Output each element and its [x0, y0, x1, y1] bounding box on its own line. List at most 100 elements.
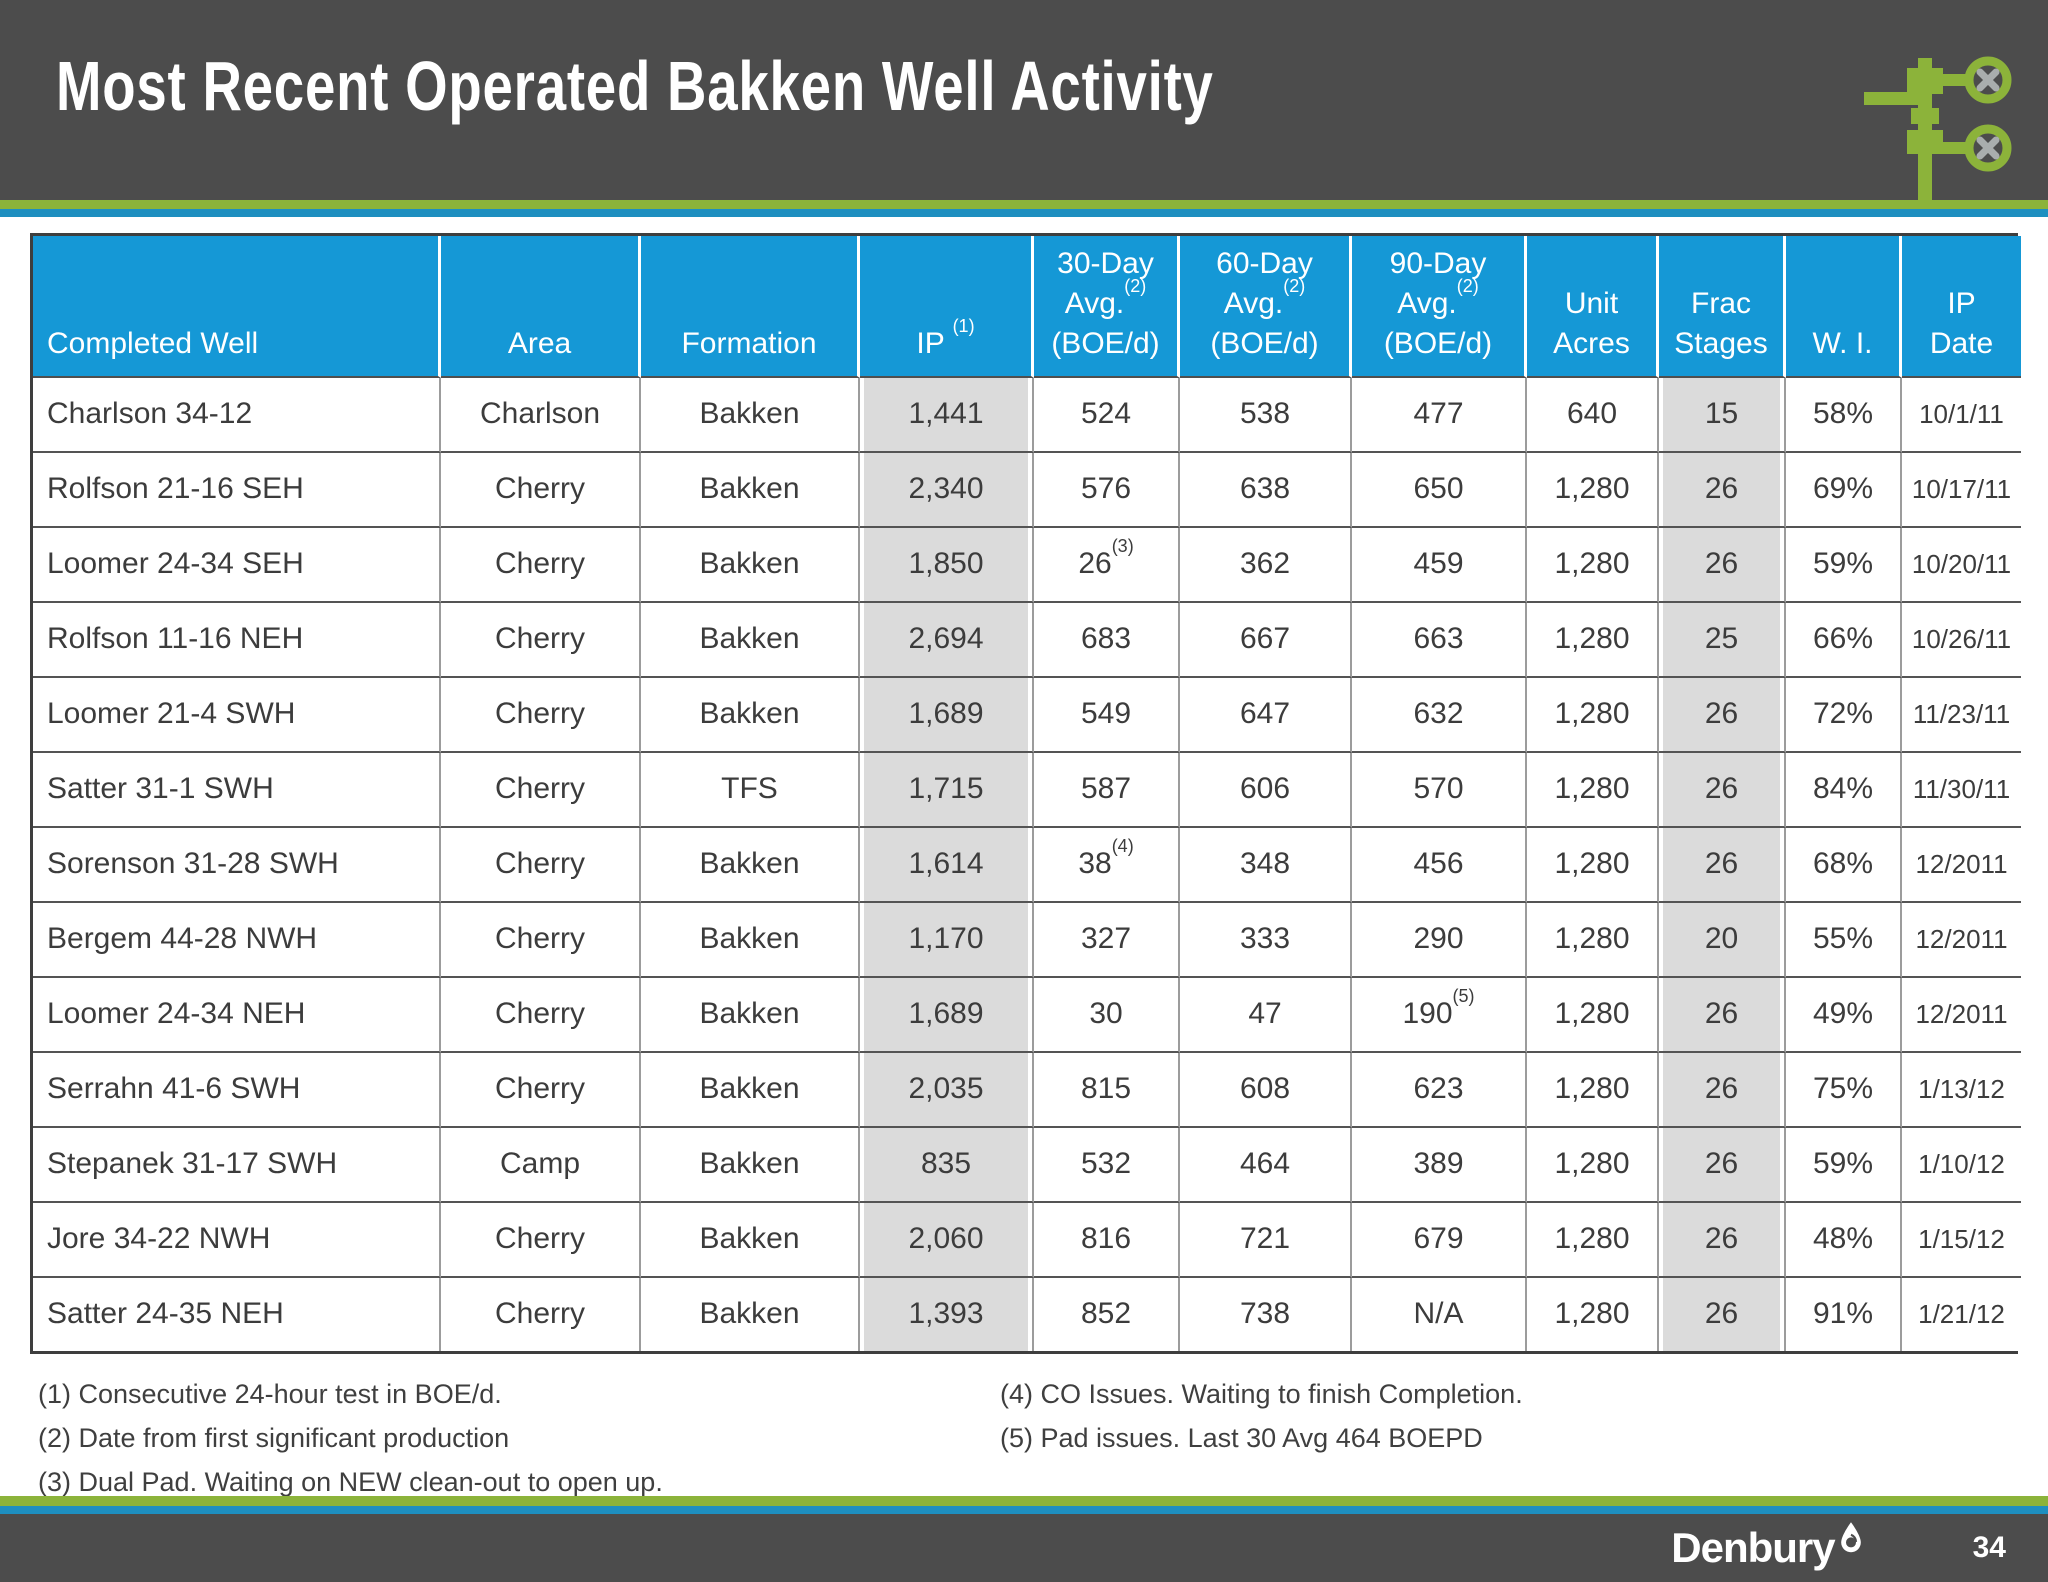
footnote: (2) Date from first significant producti…	[38, 1423, 510, 1453]
cell-avg-30-day: 327	[1034, 902, 1180, 978]
cell-formation: Bakken	[641, 677, 860, 753]
cell-avg-60-day: 667	[1180, 602, 1352, 678]
table-header-row: Completed Well Area Formation IP (1) 30-Day A…	[33, 236, 2021, 378]
cell-ip: 1,689	[860, 977, 1034, 1053]
cell-completed-well: Sorenson 31-28 SWH	[33, 827, 441, 903]
table-row: Satter 24-35 NEH Cherry Bakken 1,393 852 738 N…	[33, 1277, 2021, 1351]
cell-ip-date: 10/17/11	[1902, 452, 2021, 528]
table-row: Loomer 24-34 NEH Cherry Bakken 1,689 30 47 190…	[33, 977, 2021, 1053]
table-row: Rolfson 21-16 SEH Cherry Bakken 2,340 576 638…	[33, 452, 2021, 528]
cell-avg-90-day: 679	[1352, 1202, 1527, 1278]
cell-ip-date: 1/15/12	[1902, 1202, 2021, 1278]
cell-avg-30-day: 30	[1034, 977, 1180, 1053]
cell-avg-90-day: 632	[1352, 677, 1527, 753]
wellhead-icon	[1864, 56, 2012, 202]
cell-ip-date: 12/2011	[1902, 977, 2021, 1053]
cell-avg-90-day: 190(5)	[1352, 977, 1527, 1053]
cell-working-interest: 48%	[1786, 1202, 1902, 1278]
divider-blue-top	[0, 209, 2048, 217]
divider-green-top	[0, 200, 2048, 209]
cell-working-interest: 75%	[1786, 1052, 1902, 1128]
cell-frac-stages: 26	[1659, 1127, 1786, 1203]
cell-ip-date: 10/20/11	[1902, 527, 2021, 603]
cell-formation: Bakken	[641, 977, 860, 1053]
cell-unit-acres: 1,280	[1527, 1127, 1659, 1203]
cell-avg-30-day: 38(4)	[1034, 827, 1180, 903]
column-header-avg-60-day: 60-Day Avg.(2) (BOE/d)	[1180, 236, 1352, 378]
cell-ip: 1,850	[860, 527, 1034, 603]
footnote: (1) Consecutive 24-hour test in BOE/d.	[38, 1379, 502, 1409]
cell-ip-date: 1/10/12	[1902, 1127, 2021, 1203]
cell-avg-90-day: 456	[1352, 827, 1527, 903]
cell-area: Cherry	[441, 602, 641, 678]
table-row: Loomer 21-4 SWH Cherry Bakken 1,689 549 647 63…	[33, 677, 2021, 753]
table-row: Loomer 24-34 SEH Cherry Bakken 1,850 26(3) 36…	[33, 527, 2021, 603]
cell-area: Camp	[441, 1127, 641, 1203]
cell-completed-well: Jore 34-22 NWH	[33, 1202, 441, 1278]
cell-avg-30-day: 815	[1034, 1052, 1180, 1128]
table-row: Jore 34-22 NWH Cherry Bakken 2,060 816 721 679…	[33, 1202, 2021, 1278]
column-header-formation: Formation	[641, 236, 860, 378]
cell-avg-60-day: 348	[1180, 827, 1352, 903]
cell-area: Cherry	[441, 1052, 641, 1128]
cell-avg-60-day: 606	[1180, 752, 1352, 828]
cell-avg-60-day: 647	[1180, 677, 1352, 753]
cell-frac-stages: 26	[1659, 1277, 1786, 1351]
oil-drop-icon	[1840, 1522, 1861, 1553]
cell-ip: 1,170	[860, 902, 1034, 978]
cell-area: Cherry	[441, 1277, 641, 1351]
cell-unit-acres: 640	[1527, 377, 1659, 453]
cell-ip-date: 11/30/11	[1902, 752, 2021, 828]
cell-working-interest: 59%	[1786, 1127, 1902, 1203]
footnotes-left: (1) Consecutive 24-hour test in BOE/d. (2…	[38, 1372, 663, 1504]
cell-formation: Bakken	[641, 1202, 860, 1278]
cell-unit-acres: 1,280	[1527, 977, 1659, 1053]
cell-frac-stages: 26	[1659, 827, 1786, 903]
cell-working-interest: 84%	[1786, 752, 1902, 828]
cell-formation: Bakken	[641, 902, 860, 978]
cell-ip: 2,035	[860, 1052, 1034, 1128]
cell-avg-60-day: 362	[1180, 527, 1352, 603]
cell-avg-30-day: 587	[1034, 752, 1180, 828]
cell-formation: Bakken	[641, 1052, 860, 1128]
cell-unit-acres: 1,280	[1527, 902, 1659, 978]
table-row: Bergem 44-28 NWH Cherry Bakken 1,170 327 333 2…	[33, 902, 2021, 978]
cell-unit-acres: 1,280	[1527, 677, 1659, 753]
cell-completed-well: Satter 31-1 SWH	[33, 752, 441, 828]
cell-frac-stages: 26	[1659, 527, 1786, 603]
cell-completed-well: Satter 24-35 NEH	[33, 1277, 441, 1351]
cell-unit-acres: 1,280	[1527, 452, 1659, 528]
table-row: Charlson 34-12 Charlson Bakken 1,441 524 538 4…	[33, 377, 2021, 453]
column-header-ip-date: IP Date	[1902, 236, 2021, 378]
cell-completed-well: Loomer 24-34 SEH	[33, 527, 441, 603]
cell-ip-date: 1/21/12	[1902, 1277, 2021, 1351]
cell-avg-30-day: 683	[1034, 602, 1180, 678]
cell-completed-well: Loomer 24-34 NEH	[33, 977, 441, 1053]
cell-avg-90-day: 570	[1352, 752, 1527, 828]
cell-completed-well: Rolfson 21-16 SEH	[33, 452, 441, 528]
column-header-unit-acres: Unit Acres	[1527, 236, 1659, 378]
page-title: Most Recent Operated Bakken Well Activit…	[56, 47, 1214, 125]
cell-working-interest: 49%	[1786, 977, 1902, 1053]
cell-ip: 1,715	[860, 752, 1034, 828]
cell-ip: 1,614	[860, 827, 1034, 903]
cell-area: Cherry	[441, 452, 641, 528]
column-header-area: Area	[441, 236, 641, 378]
cell-ip: 1,441	[860, 377, 1034, 453]
cell-ip: 2,340	[860, 452, 1034, 528]
table-row: Serrahn 41-6 SWH Cherry Bakken 2,035 815 608 6…	[33, 1052, 2021, 1128]
cell-working-interest: 91%	[1786, 1277, 1902, 1351]
cell-frac-stages: 15	[1659, 377, 1786, 453]
cell-avg-60-day: 47	[1180, 977, 1352, 1053]
cell-completed-well: Loomer 21-4 SWH	[33, 677, 441, 753]
cell-formation: Bakken	[641, 527, 860, 603]
cell-avg-90-day: 389	[1352, 1127, 1527, 1203]
cell-ip-date: 12/2011	[1902, 827, 2021, 903]
cell-avg-60-day: 538	[1180, 377, 1352, 453]
cell-avg-90-day: 650	[1352, 452, 1527, 528]
cell-unit-acres: 1,280	[1527, 1052, 1659, 1128]
cell-area: Cherry	[441, 752, 641, 828]
table-row: Satter 31-1 SWH Cherry TFS 1,715 587 606 570 1,…	[33, 752, 2021, 828]
cell-area: Cherry	[441, 977, 641, 1053]
